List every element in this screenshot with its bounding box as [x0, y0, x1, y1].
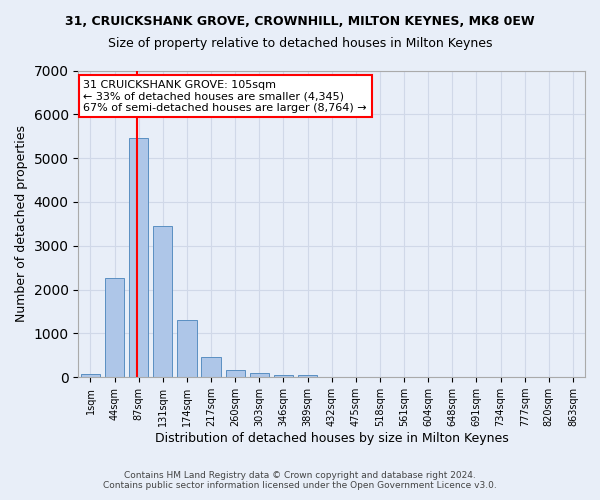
Bar	[105, 278, 124, 377]
Bar	[153, 226, 172, 377]
Text: Contains HM Land Registry data © Crown copyright and database right 2024.
Contai: Contains HM Land Registry data © Crown c…	[103, 470, 497, 490]
X-axis label: Distribution of detached houses by size in Milton Keynes: Distribution of detached houses by size …	[155, 432, 509, 445]
Bar	[274, 374, 293, 377]
Bar	[250, 374, 269, 377]
Text: Size of property relative to detached houses in Milton Keynes: Size of property relative to detached ho…	[108, 38, 492, 51]
Bar	[129, 138, 148, 377]
Text: 31 CRUICKSHANK GROVE: 105sqm
← 33% of detached houses are smaller (4,345)
67% of: 31 CRUICKSHANK GROVE: 105sqm ← 33% of de…	[83, 80, 367, 113]
Text: 31, CRUICKSHANK GROVE, CROWNHILL, MILTON KEYNES, MK8 0EW: 31, CRUICKSHANK GROVE, CROWNHILL, MILTON…	[65, 15, 535, 28]
Bar	[298, 376, 317, 377]
Bar	[178, 320, 197, 377]
Bar	[226, 370, 245, 377]
Bar	[81, 374, 100, 377]
Y-axis label: Number of detached properties: Number of detached properties	[15, 126, 28, 322]
Bar	[202, 356, 221, 377]
